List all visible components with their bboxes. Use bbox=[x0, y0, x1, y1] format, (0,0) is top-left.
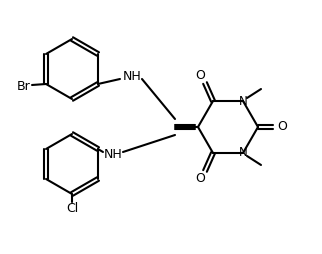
Text: N: N bbox=[239, 147, 247, 160]
Text: N: N bbox=[239, 94, 247, 107]
Text: NH: NH bbox=[104, 148, 122, 161]
Text: O: O bbox=[277, 120, 287, 134]
Text: O: O bbox=[195, 69, 205, 82]
Text: Br: Br bbox=[17, 80, 31, 92]
Text: NH: NH bbox=[123, 71, 141, 84]
Text: O: O bbox=[195, 172, 205, 185]
Text: Cl: Cl bbox=[66, 202, 78, 215]
